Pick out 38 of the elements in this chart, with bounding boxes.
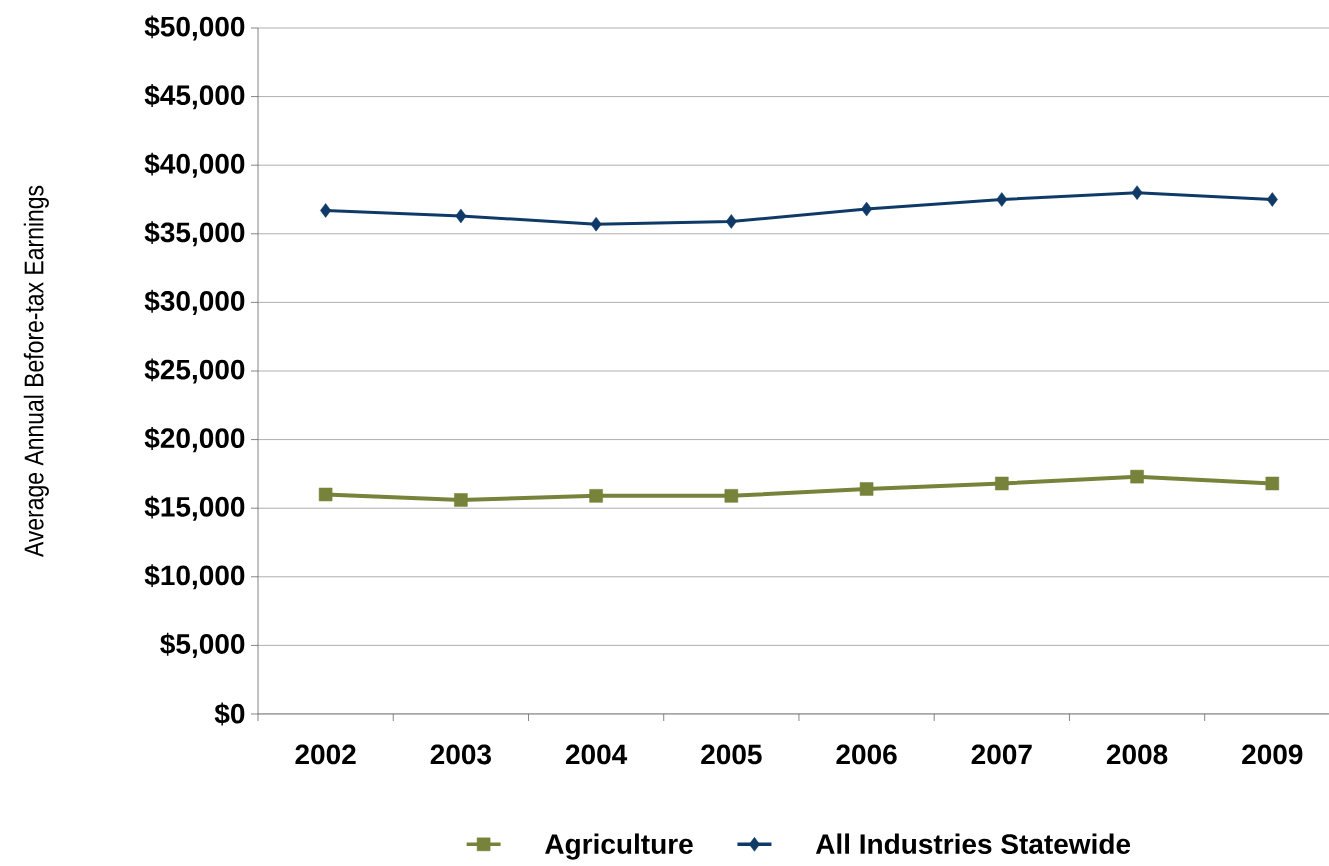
point xyxy=(1130,469,1144,484)
x-tick-label: 2005 xyxy=(701,744,762,765)
y-tick-label: $5,000 xyxy=(160,632,245,658)
point xyxy=(455,208,467,224)
legend-label: Agriculture xyxy=(545,833,693,860)
point xyxy=(724,489,739,503)
y-tick-label: $30,000 xyxy=(144,289,245,315)
point xyxy=(590,216,602,232)
legend-label: All Industries Statewide xyxy=(815,833,1131,854)
point xyxy=(1131,185,1143,200)
x-tick-label: 2009 xyxy=(1242,744,1303,765)
x-tick-label: 2006 xyxy=(836,744,897,765)
y-tick-label: $10,000 xyxy=(144,564,245,590)
y-tick-label: $15,000 xyxy=(144,495,245,521)
point xyxy=(996,192,1008,207)
point xyxy=(995,476,1009,491)
y-tick-label: $35,000 xyxy=(144,221,245,247)
x-tick-label: 2002 xyxy=(295,744,356,765)
point xyxy=(454,493,468,507)
point xyxy=(318,487,333,502)
y-tick-label: $45,000 xyxy=(144,84,245,110)
y-tick-label: $25,000 xyxy=(144,358,245,384)
y-tick-label: $50,000 xyxy=(144,15,245,41)
point xyxy=(1265,476,1280,491)
point xyxy=(320,203,332,218)
point xyxy=(725,214,737,229)
y-tick-label: $40,000 xyxy=(144,152,245,178)
point xyxy=(861,201,873,217)
x-tick-label: 2008 xyxy=(1106,744,1168,765)
x-tick-label: 2003 xyxy=(430,744,491,765)
y-tick-label: $0 xyxy=(214,702,245,726)
point xyxy=(589,489,603,503)
point xyxy=(859,482,874,496)
x-tick-label: 2004 xyxy=(565,744,628,765)
x-tick-label: 2007 xyxy=(971,744,1032,765)
point xyxy=(1266,192,1278,207)
y-tick-label: $20,000 xyxy=(144,427,245,453)
y-axis-title: Average Annual Before-tax Earnings xyxy=(23,185,49,557)
